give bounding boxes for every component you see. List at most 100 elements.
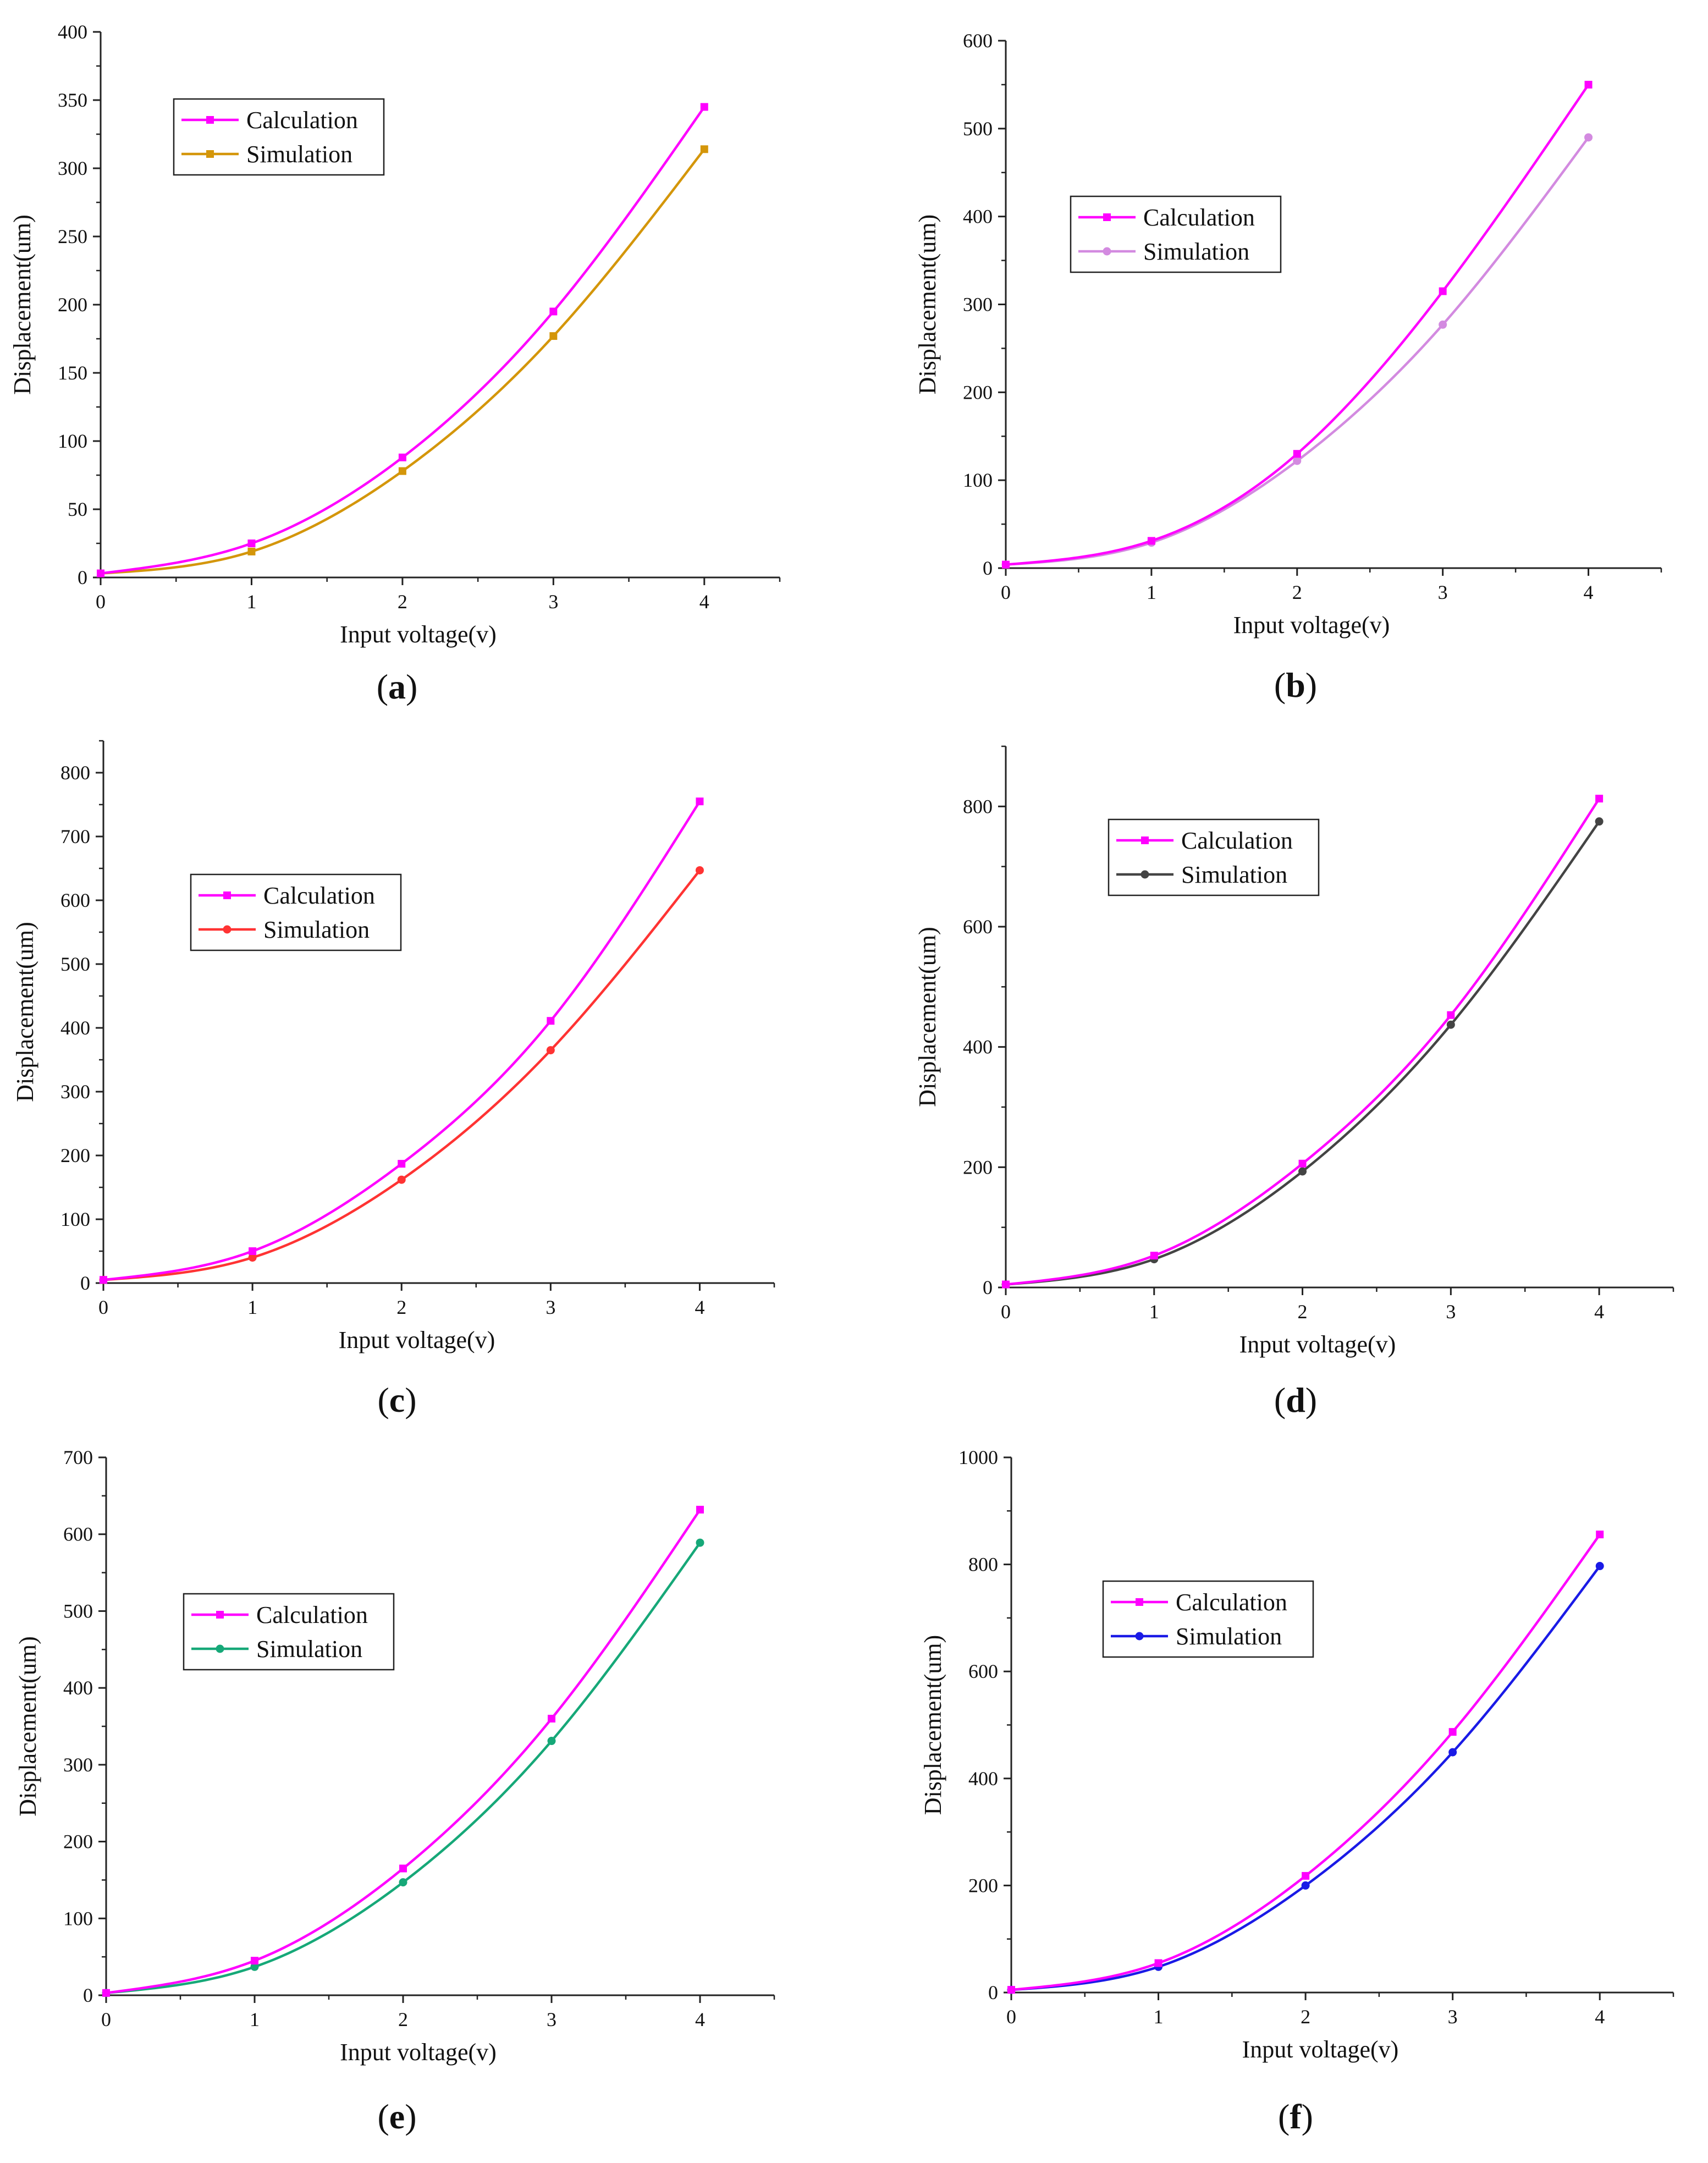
data-point-calculation: [547, 1017, 555, 1025]
y-tick-label: 200: [963, 381, 993, 403]
y-tick-label: 400: [968, 1768, 998, 1790]
data-point-calculation: [700, 103, 708, 111]
legend-marker: [1136, 1598, 1143, 1606]
panel-caption-letter: f: [1290, 2097, 1302, 2136]
x-tick-label: 2: [396, 1296, 406, 1318]
data-point-simulation: [700, 145, 708, 153]
x-axis-title: Input voltage(v): [340, 621, 497, 648]
data-point-calculation: [1596, 1531, 1604, 1539]
x-tick-label: 4: [695, 1296, 704, 1318]
legend-box: [1102, 1580, 1314, 1658]
y-tick-label: 600: [963, 916, 993, 938]
x-tick-label: 1: [250, 2008, 260, 2030]
legend-marker: [223, 891, 231, 899]
y-tick-label: 0: [988, 1982, 998, 2004]
data-point-calculation: [1298, 1159, 1307, 1168]
series-line-calculation: [99, 106, 706, 575]
y-tick-label: 600: [963, 30, 993, 52]
legend-label: Calculation: [256, 1601, 368, 1628]
y-tick-label: 700: [60, 825, 90, 847]
chart-panel-e: 0 100 200 300 400 500 600 700 0 1 2 3 4 Input voltage…: [14, 1446, 775, 2136]
legend: Calculation Simulation: [183, 1593, 395, 1671]
legend-label: Simulation: [256, 1636, 362, 1663]
legend-marker: [1141, 836, 1149, 844]
legend-label: Calculation: [263, 882, 375, 909]
x-tick-label: 0: [1001, 1301, 1011, 1323]
data-point-calculation: [398, 453, 406, 461]
y-tick-label: 100: [63, 1907, 93, 1929]
data-point-simulation: [549, 332, 558, 340]
panel-caption: (f): [1278, 2097, 1313, 2136]
y-tick-label: 200: [63, 1831, 93, 1853]
panel-caption: (a): [377, 667, 418, 706]
y-tick-label: 400: [963, 1036, 993, 1058]
y-tick-label: 300: [60, 1081, 90, 1103]
legend-label: Calculation: [246, 107, 358, 134]
panel-caption: (d): [1274, 1380, 1317, 1419]
x-tick-label: 4: [1584, 581, 1594, 603]
legend-box: [1108, 818, 1320, 896]
x-tick-label: 1: [1147, 581, 1156, 603]
series-line-calculation: [1004, 83, 1590, 566]
y-tick-label: 800: [968, 1554, 998, 1576]
x-tick-label: 0: [98, 1296, 108, 1318]
legend: Calculation Simulation: [1070, 195, 1282, 273]
panel-caption: (e): [377, 2097, 416, 2136]
data-point-calculation: [1147, 537, 1155, 545]
legend-label: Simulation: [1176, 1623, 1282, 1650]
legend-marker: [206, 116, 214, 124]
y-tick-label: 300: [963, 294, 993, 316]
y-tick-label: 0: [83, 1984, 93, 2006]
data-point-simulation: [250, 1962, 259, 1971]
x-tick-label: 2: [1292, 581, 1302, 603]
y-tick-label: 200: [60, 1144, 90, 1166]
y-tick-label: 600: [968, 1660, 998, 1682]
chart-panel-f: 0 200 400 600 800 1000 0 1 2 3 4 Input voltage(v) Di…: [919, 1446, 1674, 2136]
data-point-calculation: [696, 1506, 704, 1514]
data-point-calculation: [1447, 1011, 1455, 1019]
legend-box: [183, 1593, 395, 1671]
legend-label: Calculation: [1176, 1589, 1287, 1616]
x-tick-label: 4: [695, 2008, 705, 2030]
x-tick-label: 2: [398, 591, 407, 613]
data-point-calculation: [398, 1160, 406, 1168]
y-tick-label: 0: [78, 566, 87, 588]
legend-marker: [206, 150, 214, 158]
chart-panel-a: 0 50 100 150 200 250 300 350 400 0 1 2 3 4 Input volta…: [9, 21, 781, 706]
series-line-calculation: [102, 800, 701, 1281]
y-tick-label: 600: [60, 889, 90, 911]
data-point-calculation: [1584, 80, 1593, 89]
data-point-simulation: [1595, 1562, 1604, 1571]
y-tick-label: 100: [60, 1208, 90, 1230]
legend-label: Simulation: [263, 916, 370, 943]
chart-panel-d: 0 200 400 600 800 0 1 2 3 4 Input voltage(v) Displa…: [914, 745, 1674, 1419]
x-axis-title: Input voltage(v): [1233, 612, 1390, 639]
legend-marker: [1103, 213, 1111, 221]
data-point-simulation: [398, 467, 406, 475]
x-axis-title: Input voltage(v): [339, 1327, 495, 1353]
data-point-simulation: [247, 547, 256, 555]
data-point-simulation: [1448, 1748, 1457, 1757]
legend-marker: [1103, 247, 1111, 256]
data-point-calculation: [1302, 1872, 1310, 1880]
data-point-simulation: [1439, 320, 1447, 329]
y-tick-label: 200: [963, 1156, 993, 1178]
data-point-calculation: [1002, 1280, 1010, 1289]
panel-caption-letter: e: [389, 2097, 405, 2136]
x-tick-label: 2: [1301, 2006, 1310, 2028]
y-tick-label: 200: [968, 1874, 998, 1896]
data-point-calculation: [1007, 1986, 1015, 1994]
x-tick-label: 3: [548, 591, 558, 613]
y-tick-label: 250: [58, 225, 87, 247]
data-point-calculation: [247, 540, 256, 547]
x-tick-label: 3: [1446, 1301, 1456, 1323]
data-point-calculation: [549, 307, 558, 316]
data-point-simulation: [547, 1737, 556, 1746]
data-point-calculation: [1002, 560, 1010, 569]
x-tick-label: 4: [1595, 2006, 1605, 2028]
y-tick-label: 600: [63, 1523, 93, 1545]
x-axis-title: Input voltage(v): [1242, 2036, 1399, 2063]
data-point-simulation: [1595, 817, 1604, 826]
legend-marker: [1135, 1632, 1144, 1641]
data-point-calculation: [548, 1715, 555, 1723]
